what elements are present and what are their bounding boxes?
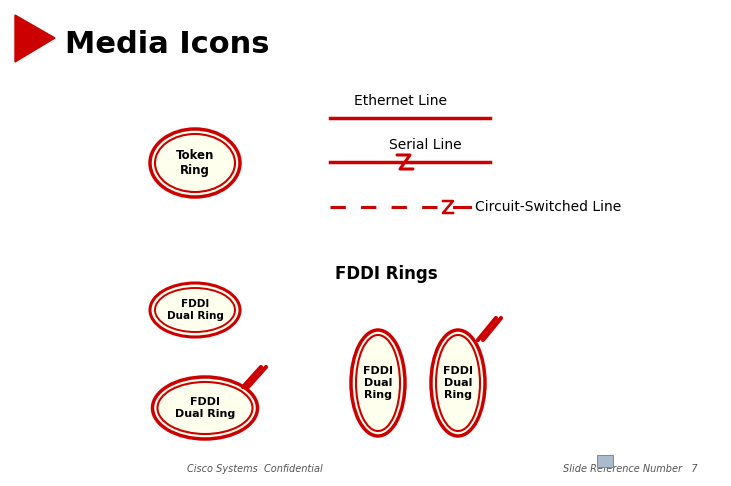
Text: Slide Reference Number   7: Slide Reference Number 7	[563, 464, 697, 474]
Polygon shape	[15, 15, 55, 62]
Text: Ethernet Line: Ethernet Line	[354, 94, 447, 108]
Text: Media Icons: Media Icons	[65, 30, 270, 58]
Text: FDDI Rings: FDDI Rings	[335, 265, 438, 283]
Text: Cisco Systems  Confidential: Cisco Systems Confidential	[187, 464, 323, 474]
Text: FDDI
Dual Ring: FDDI Dual Ring	[167, 299, 224, 321]
Text: Serial Line: Serial Line	[389, 138, 461, 152]
Text: Circuit-Switched Line: Circuit-Switched Line	[475, 200, 621, 214]
Ellipse shape	[153, 377, 257, 439]
Text: FDDI
Dual Ring: FDDI Dual Ring	[175, 397, 235, 419]
Ellipse shape	[150, 129, 240, 197]
Text: FDDI
Dual
Ring: FDDI Dual Ring	[363, 366, 393, 399]
Ellipse shape	[150, 283, 240, 337]
Ellipse shape	[351, 330, 405, 436]
FancyBboxPatch shape	[597, 455, 613, 467]
Text: FDDI
Dual
Ring: FDDI Dual Ring	[443, 366, 473, 399]
Ellipse shape	[431, 330, 485, 436]
Text: Token
Ring: Token Ring	[176, 149, 214, 177]
